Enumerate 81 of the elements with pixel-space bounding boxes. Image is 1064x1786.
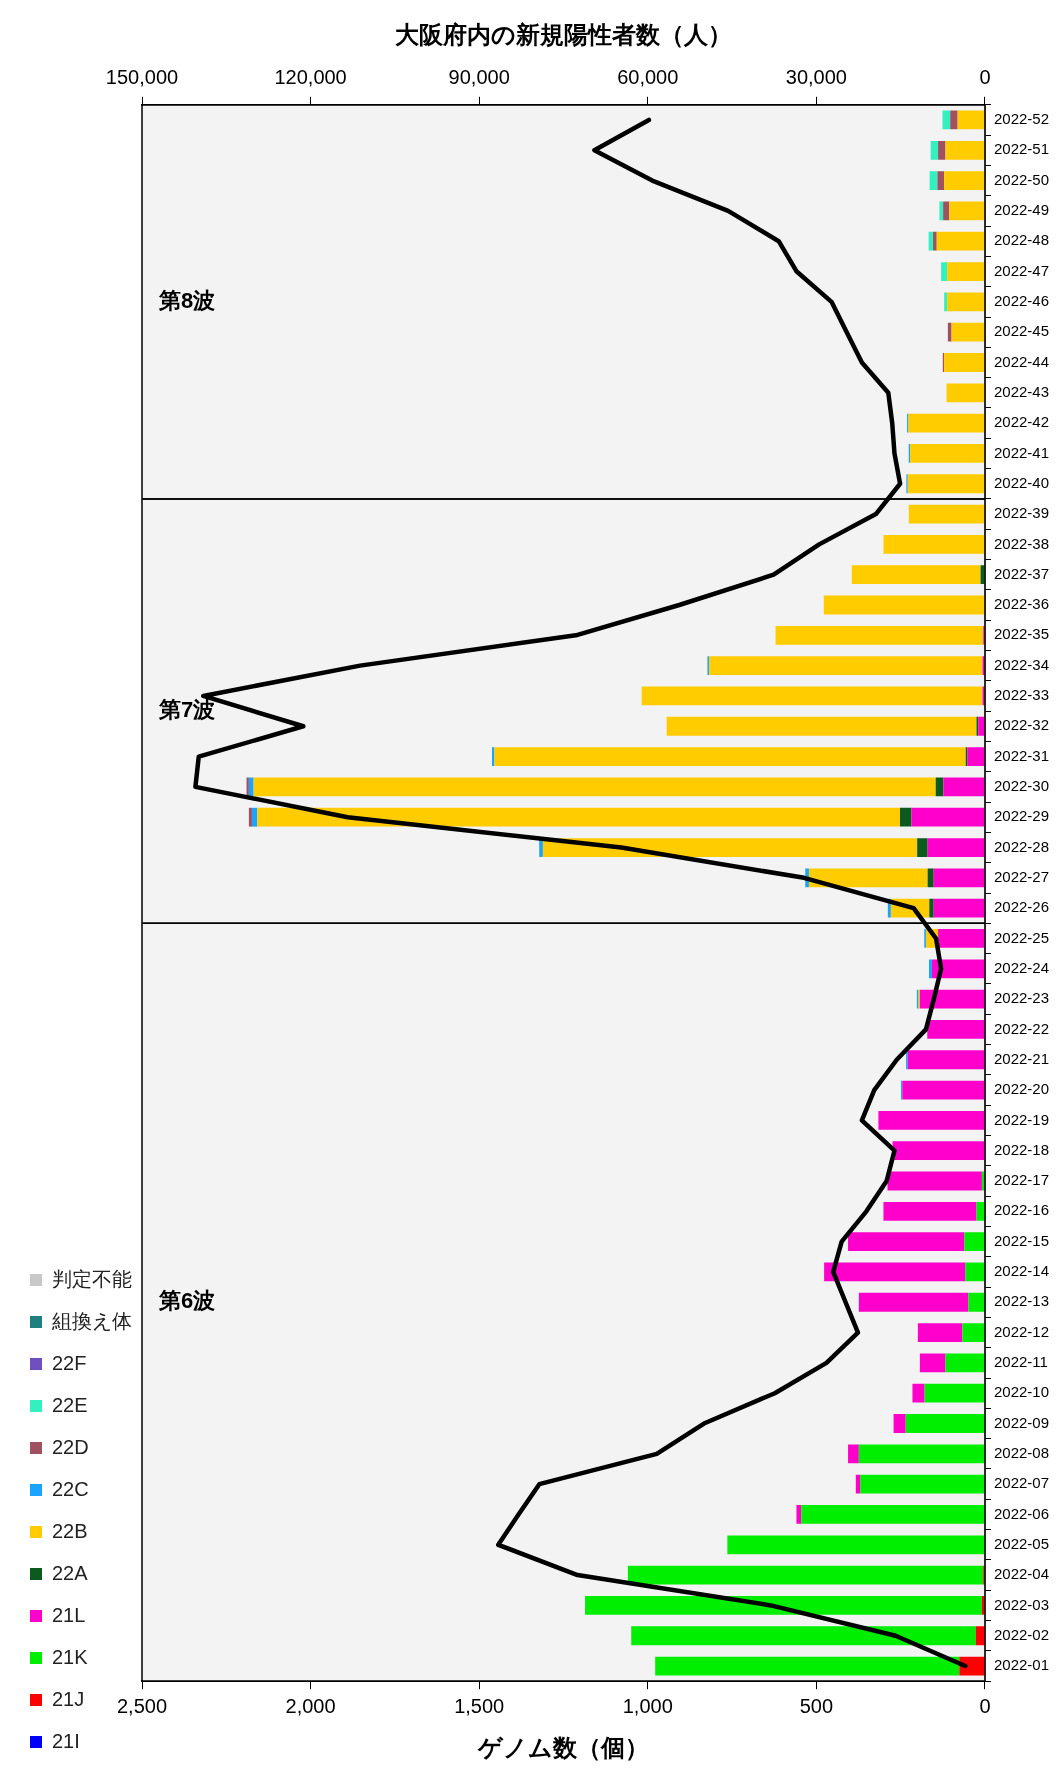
x2-tick-label: 90,000 <box>448 66 510 89</box>
y-tick-label: 2022-26 <box>993 898 1050 916</box>
y-tick-label: 2022-29 <box>993 807 1050 825</box>
y-tick-label: 2022-36 <box>993 595 1050 613</box>
y-tick-label: 2022-25 <box>993 928 1050 946</box>
y-tick-label: 2022-47 <box>993 261 1050 279</box>
y-tick-label: 2022-45 <box>993 322 1050 340</box>
y-tick-label: 2022-13 <box>993 1292 1050 1310</box>
y-tick-label: 2022-37 <box>993 564 1050 582</box>
x-axis-title: ゲノム数（個） <box>476 1734 649 1762</box>
y-tick-label: 2022-19 <box>993 1110 1050 1128</box>
y-tick-label: 2022-51 <box>993 140 1050 158</box>
y-tick-label: 2022-07 <box>993 1474 1050 1492</box>
y-tick-label: 2022-16 <box>993 1201 1050 1219</box>
y-tick-label: 2022-34 <box>993 655 1050 673</box>
y-tick-label: 2022-28 <box>993 837 1050 855</box>
y-tick-label: 2022-03 <box>993 1595 1050 1613</box>
y-tick-label: 2022-42 <box>993 413 1050 431</box>
x-tick-label: 2,000 <box>285 1694 336 1717</box>
y-tick-label: 2022-48 <box>993 231 1050 249</box>
y-tick-label: 2022-01 <box>993 1656 1050 1674</box>
band-label: 第7波 <box>157 697 216 723</box>
legend-label: 組換え体 <box>51 1309 132 1332</box>
y-tick-label: 2022-15 <box>993 1231 1050 1249</box>
x-tick-label: 500 <box>799 1694 834 1717</box>
y-tick-label: 2022-44 <box>993 352 1050 370</box>
y-tick-label: 2022-52 <box>993 110 1050 128</box>
y-tick-label: 2022-20 <box>993 1080 1050 1098</box>
legend-label: 22E <box>52 1393 88 1416</box>
legend-label: 判定不能 <box>52 1267 132 1290</box>
y-tick-label: 2022-04 <box>993 1565 1050 1583</box>
x2-tick-label: 150,000 <box>105 66 179 89</box>
y-tick-label: 2022-33 <box>993 686 1050 704</box>
y-tick-label: 2022-40 <box>993 473 1050 491</box>
y-tick-label: 2022-22 <box>993 1019 1050 1037</box>
y-tick-label: 2022-39 <box>993 504 1050 522</box>
y-tick-label: 2022-18 <box>993 1140 1050 1158</box>
x2-tick-label: 0 <box>979 66 991 89</box>
y-tick-label: 2022-41 <box>993 443 1050 461</box>
y-tick-label: 2022-02 <box>993 1625 1050 1643</box>
legend-label: 21L <box>52 1603 86 1626</box>
legend-label: 21K <box>52 1645 89 1668</box>
x-tick-label: 0 <box>979 1694 991 1717</box>
x-tick-label: 1,000 <box>622 1694 673 1717</box>
legend-label: 21J <box>52 1687 85 1710</box>
band-label: 第6波 <box>157 1288 216 1314</box>
y-tick-label: 2022-35 <box>993 625 1050 643</box>
y-tick-label: 2022-32 <box>993 716 1050 734</box>
y-tick-label: 2022-46 <box>993 291 1050 309</box>
y-tick-label: 2022-27 <box>993 867 1050 885</box>
x2-axis-title: 大阪府内の新規陽性者数（人） <box>394 21 732 49</box>
y-tick-label: 2022-09 <box>993 1413 1050 1431</box>
y-tick-label: 2022-49 <box>993 201 1050 219</box>
x2-tick-label: 30,000 <box>785 66 847 89</box>
legend-label: 22C <box>52 1477 89 1500</box>
x2-tick-label: 120,000 <box>274 66 347 89</box>
y-tick-label: 2022-31 <box>993 746 1050 764</box>
y-tick-label: 2022-23 <box>993 989 1050 1007</box>
y-tick-label: 2022-11 <box>993 1353 1048 1371</box>
y-tick-label: 2022-06 <box>993 1504 1050 1522</box>
legend-label: 22D <box>52 1435 89 1458</box>
y-tick-label: 2022-38 <box>993 534 1050 552</box>
y-tick-label: 2022-05 <box>993 1534 1050 1552</box>
band-label: 第8波 <box>157 287 216 313</box>
legend-label: 21I <box>52 1729 80 1752</box>
x-tick-label: 2,500 <box>116 1694 168 1717</box>
y-tick-label: 2022-10 <box>993 1383 1050 1401</box>
y-tick-label: 2022-24 <box>993 958 1050 976</box>
y-tick-label: 2022-08 <box>993 1443 1050 1461</box>
legend-label: 22B <box>52 1519 88 1542</box>
x2-tick-label: 60,000 <box>617 66 679 89</box>
y-tick-label: 2022-43 <box>993 382 1050 400</box>
y-tick-label: 2022-30 <box>993 777 1050 795</box>
y-tick-label: 2022-12 <box>993 1322 1050 1340</box>
y-tick-label: 2022-17 <box>993 1171 1050 1189</box>
y-tick-label: 2022-21 <box>993 1049 1050 1067</box>
y-tick-label: 2022-14 <box>993 1262 1050 1280</box>
legend-label: 22F <box>52 1351 87 1374</box>
legend-label: 22A <box>52 1561 89 1584</box>
x-tick-label: 1,500 <box>454 1694 505 1717</box>
y-tick-label: 2022-50 <box>993 170 1050 188</box>
